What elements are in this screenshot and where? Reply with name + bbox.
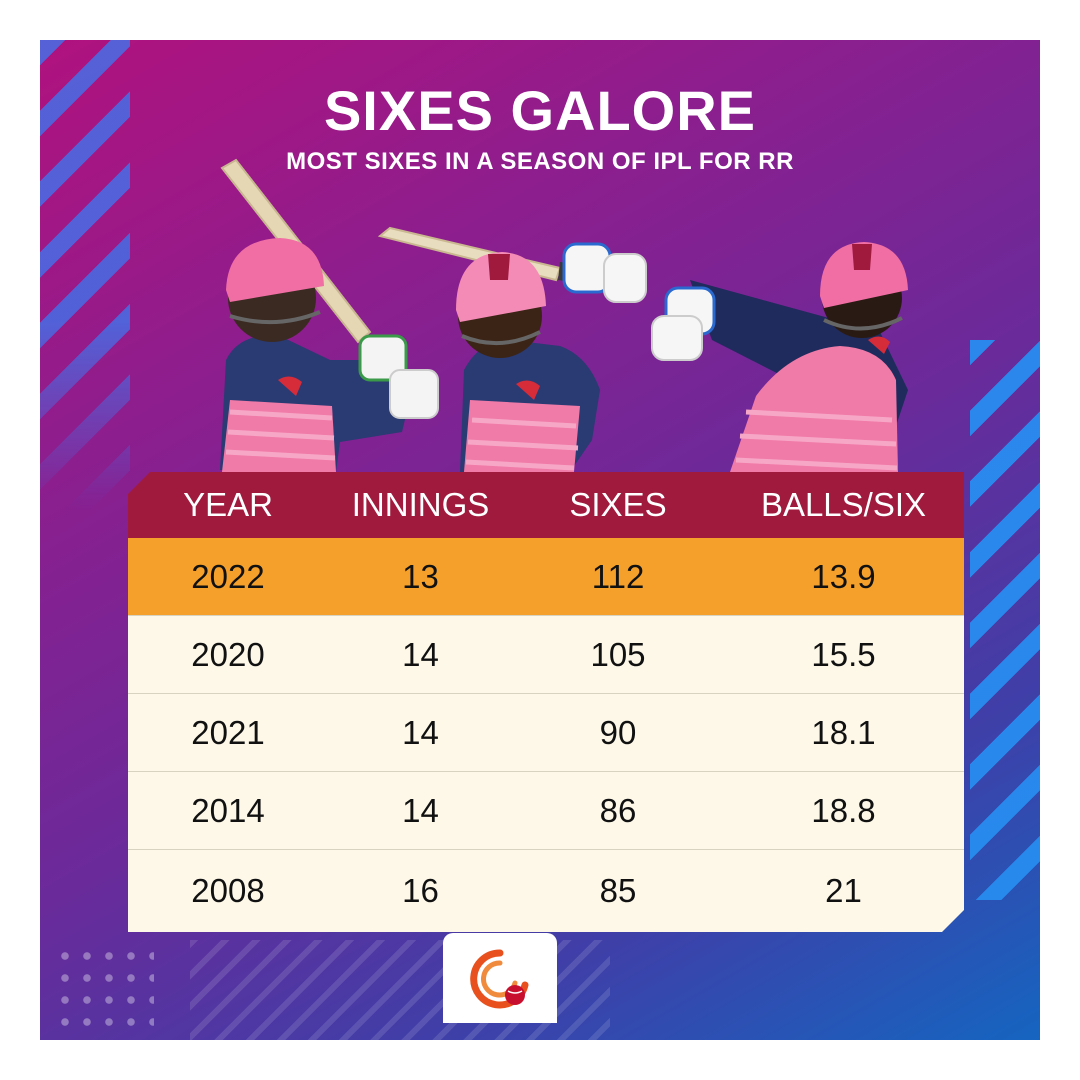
cell-year: 2021 — [191, 713, 265, 751]
table-body: 2022 13 112 13.9 2020 14 105 15.5 2021 1… — [128, 538, 964, 932]
column-header-innings: INNINGS — [351, 486, 490, 523]
cell-balls-per-six: 18.8 — [811, 791, 876, 829]
cell-innings: 16 — [402, 872, 439, 909]
cell-sixes: 105 — [590, 635, 646, 673]
decorative-dot-grid — [54, 945, 154, 1035]
cell-balls-per-six: 21 — [825, 872, 862, 909]
batter-2-icon — [377, 226, 647, 472]
table-row: 2008 16 85 21 — [128, 850, 964, 932]
column-header-balls-per-six: BALLS/SIX — [760, 486, 927, 523]
cell-sixes: 85 — [599, 872, 637, 909]
cell-year: 2014 — [191, 791, 265, 829]
cell-innings: 14 — [402, 791, 439, 829]
players-illustration — [220, 158, 908, 472]
decorative-stripes-right — [970, 340, 1040, 900]
cell-sixes: 86 — [599, 791, 637, 829]
decorative-stripes-left — [40, 40, 130, 510]
cell-innings: 13 — [402, 557, 439, 595]
table-header: YEAR INNINGS SIXES BALLS/SIX — [128, 472, 964, 538]
cell-balls-per-six: 15.5 — [811, 635, 876, 673]
table-row: 2022 13 112 13.9 — [128, 538, 964, 616]
column-header-year: YEAR — [183, 486, 273, 523]
table-row: 2021 14 90 18.1 — [128, 694, 964, 772]
page-subtitle: MOST SIXES IN A SEASON OF IPL FOR RR — [286, 148, 794, 175]
cell-innings: 14 — [402, 635, 439, 673]
table-row: 2020 14 105 15.5 — [128, 616, 964, 694]
cell-innings: 14 — [402, 713, 439, 751]
cell-year: 2020 — [191, 635, 265, 673]
cell-year: 2022 — [191, 557, 265, 595]
graphic-canvas: SIXES GALORE MOST SIXES IN A SEASON OF I… — [40, 40, 1040, 1040]
page-title: SIXES GALORE — [323, 79, 757, 142]
cell-balls-per-six: 18.1 — [811, 713, 876, 751]
brand-logo-icon — [470, 949, 529, 1009]
cell-balls-per-six: 13.9 — [811, 557, 876, 595]
brand-logo-tab — [443, 933, 557, 1023]
cell-sixes: 112 — [591, 557, 645, 595]
cell-year: 2008 — [191, 872, 265, 909]
cell-sixes: 90 — [599, 713, 637, 751]
batter-1-icon — [220, 158, 439, 472]
table-row: 2014 14 86 18.8 — [128, 772, 964, 850]
column-header-sixes: SIXES — [569, 486, 667, 523]
batter-3-icon — [651, 242, 908, 472]
